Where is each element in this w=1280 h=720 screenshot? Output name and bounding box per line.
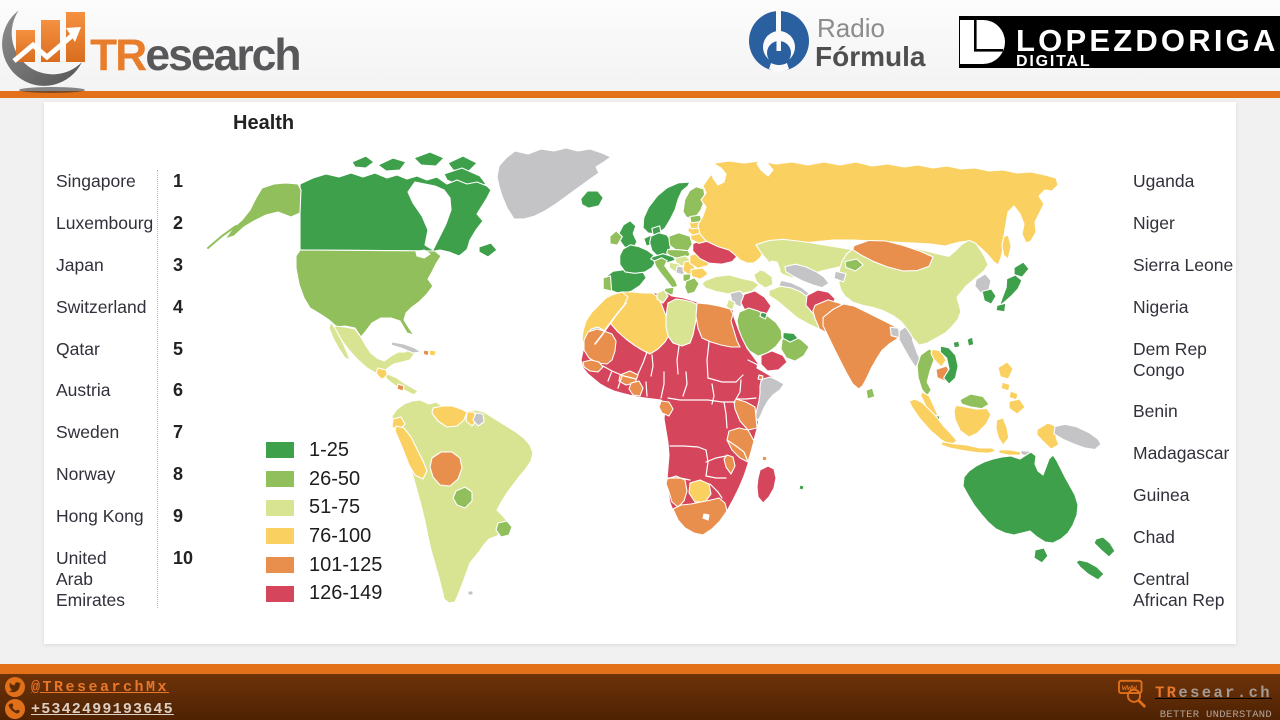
svg-text:LOPEZDORIGA: LOPEZDORIGA	[1016, 23, 1279, 58]
svg-text:Fórmula: Fórmula	[815, 41, 926, 72]
svg-text:www: www	[1122, 683, 1138, 693]
svg-text:TResearch: TResearch	[90, 31, 300, 80]
svg-text:DIGITAL: DIGITAL	[1016, 53, 1091, 68]
svg-text:Radio: Radio	[817, 13, 885, 43]
